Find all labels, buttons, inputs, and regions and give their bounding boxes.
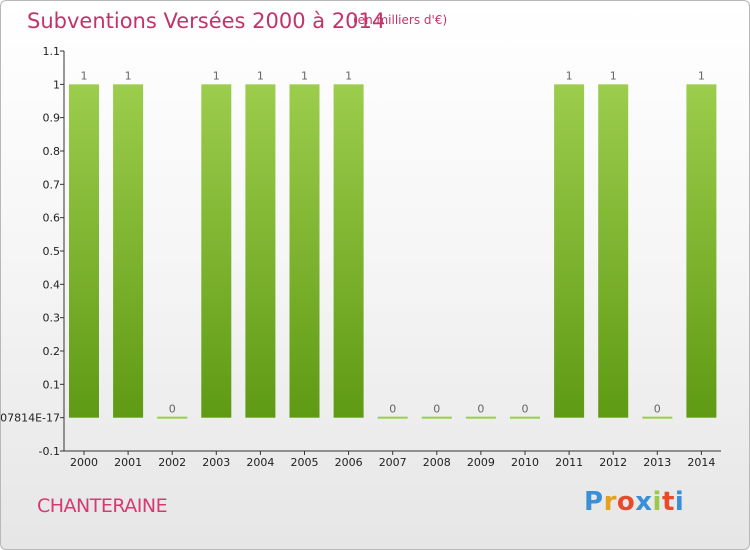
x-tick-label: 2009 bbox=[467, 456, 495, 469]
data-label: 1 bbox=[213, 69, 220, 82]
x-tick-label: 2010 bbox=[511, 456, 539, 469]
x-tick-label: 2005 bbox=[291, 456, 319, 469]
bar bbox=[289, 84, 320, 418]
y-tick-label: 0.3 bbox=[43, 312, 61, 325]
y-tick-label: 0.5 bbox=[43, 245, 61, 258]
data-label: 0 bbox=[433, 403, 440, 416]
y-tick-label: 1.3877787807814E-17 bbox=[1, 412, 60, 425]
y-tick-label: 0.9 bbox=[43, 112, 61, 125]
data-label: 0 bbox=[169, 403, 176, 416]
y-tick-label: 0.1 bbox=[43, 378, 61, 391]
data-label: 1 bbox=[566, 69, 573, 82]
data-label: 1 bbox=[81, 69, 88, 82]
bar bbox=[113, 84, 144, 418]
bar bbox=[598, 84, 629, 418]
y-tick-label: 1 bbox=[53, 78, 60, 91]
x-tick-label: 2006 bbox=[335, 456, 363, 469]
x-tick-label: 2011 bbox=[555, 456, 583, 469]
x-tick-label: 2003 bbox=[202, 456, 230, 469]
logo-letter: o bbox=[616, 487, 636, 517]
bar bbox=[245, 84, 276, 418]
x-tick-label: 2001 bbox=[114, 456, 142, 469]
y-tick-label: 0.8 bbox=[43, 145, 61, 158]
x-tick-label: 2008 bbox=[423, 456, 451, 469]
x-tick-label: 2004 bbox=[246, 456, 274, 469]
x-tick-label: 2000 bbox=[70, 456, 98, 469]
y-tick-label: 0.4 bbox=[43, 278, 61, 291]
x-tick-label: 2007 bbox=[379, 456, 407, 469]
bar bbox=[465, 416, 496, 419]
y-tick-label: 1.1 bbox=[43, 45, 61, 58]
data-label: 1 bbox=[345, 69, 352, 82]
y-tick-label: 0.7 bbox=[43, 178, 61, 191]
data-label: 0 bbox=[477, 403, 484, 416]
chart-unit: (en milliers d'€) bbox=[353, 13, 448, 27]
x-tick-label: 2002 bbox=[158, 456, 186, 469]
logo-letter: t bbox=[661, 487, 675, 517]
x-tick-label: 2014 bbox=[687, 456, 715, 469]
bar bbox=[69, 84, 99, 418]
chart-title: Subventions Versées 2000 à 2014 bbox=[27, 9, 386, 33]
data-label: 1 bbox=[257, 69, 264, 82]
commune-name: CHANTERAINE bbox=[37, 495, 168, 517]
logo-letter: x bbox=[635, 487, 653, 517]
data-label: 0 bbox=[522, 403, 529, 416]
logo-letter: P bbox=[584, 487, 604, 517]
bar bbox=[201, 84, 232, 418]
logo-letter: r bbox=[603, 487, 617, 517]
bar bbox=[421, 416, 452, 419]
logo-letter: i bbox=[652, 487, 662, 517]
data-label: 1 bbox=[125, 69, 132, 82]
data-label: 1 bbox=[301, 69, 308, 82]
bar bbox=[157, 416, 188, 419]
bar bbox=[333, 84, 364, 418]
data-label: 0 bbox=[389, 403, 396, 416]
logo-letter: i bbox=[674, 487, 685, 517]
x-tick-label: 2013 bbox=[643, 456, 671, 469]
bar bbox=[642, 416, 673, 419]
y-tick-label: 0.2 bbox=[43, 345, 61, 358]
bar bbox=[686, 84, 717, 418]
data-label: 0 bbox=[654, 403, 661, 416]
bar bbox=[377, 416, 408, 419]
data-label: 1 bbox=[698, 69, 705, 82]
y-tick-label: -0.1 bbox=[39, 445, 60, 458]
x-tick-label: 2012 bbox=[599, 456, 627, 469]
bar bbox=[510, 416, 540, 419]
y-tick-label: 0.6 bbox=[43, 212, 61, 225]
data-label: 1 bbox=[610, 69, 617, 82]
proxiti-logo: Proxiti bbox=[584, 487, 684, 517]
bar bbox=[554, 84, 585, 418]
